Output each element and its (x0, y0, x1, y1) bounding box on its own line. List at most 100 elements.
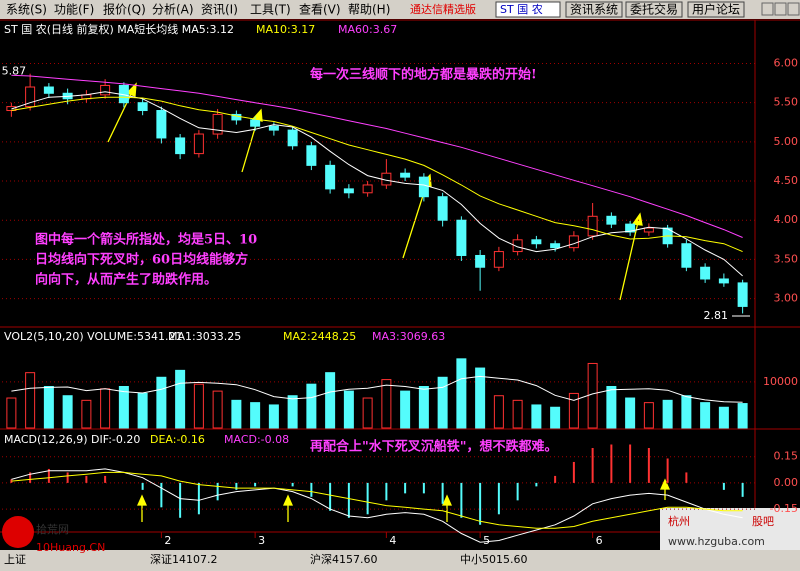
volume-bar (456, 358, 467, 429)
annotation: 图中每一个箭头所指处，均是5日、10 (35, 232, 257, 248)
toolbar-button[interactable] (625, 1, 683, 18)
volume-bar (737, 403, 748, 429)
volume-bar (625, 397, 636, 429)
high-label: 5.87 (2, 65, 27, 78)
candle-body (568, 235, 579, 249)
volume-bar (81, 399, 92, 429)
candle-body (718, 278, 729, 284)
volume-bar (418, 386, 429, 429)
volume-bar (343, 390, 354, 429)
candle-body (268, 125, 279, 131)
x-tick-label: 5 (483, 534, 490, 547)
y-tick-label: 4.00 (774, 213, 799, 226)
x-tick-label: 3 (258, 534, 265, 547)
watermark: 拾荒网 (36, 522, 69, 536)
legend-item: MA1:3033.25 (168, 330, 241, 343)
volume-bar (175, 369, 186, 429)
status-bar (0, 550, 800, 571)
volume-bar (700, 402, 711, 429)
menu-item[interactable]: 资讯(I) (201, 3, 238, 17)
volume-bar (531, 404, 542, 429)
candle-body (212, 113, 223, 135)
ma-line (11, 91, 743, 277)
close-button[interactable] (787, 2, 800, 16)
candle-body (343, 188, 354, 194)
menu-item[interactable]: 帮助(H) (348, 3, 390, 17)
candle-body (325, 164, 336, 190)
status-item: 深证14107.2 (150, 553, 218, 566)
low-label: 2.81 (704, 309, 729, 322)
toolbar-button[interactable] (565, 1, 623, 18)
toolbar-button-label: 用户论坛 (692, 2, 740, 17)
candle-body (250, 119, 261, 127)
legend-item: MA60:3.67 (338, 23, 397, 36)
volume-bar (550, 406, 561, 429)
volume-bar (643, 402, 654, 429)
logo (2, 516, 34, 548)
menu-item[interactable]: 工具(T) (250, 3, 291, 17)
stock-button[interactable] (495, 1, 561, 18)
volume-bar (362, 397, 373, 429)
volume-bar (25, 372, 36, 429)
legend-item: MA10:3.17 (256, 23, 315, 36)
annotation: 再配合上"水下死叉沉船铁"，想不跌都难。 (310, 439, 558, 455)
volume-bar (268, 404, 279, 429)
y-tick-label: 5.50 (774, 96, 799, 109)
stock-name: ST 国 农 (500, 2, 543, 16)
volume-bar (306, 383, 317, 429)
maximize-button[interactable] (774, 2, 787, 16)
candle-body (737, 282, 748, 307)
minimize-button[interactable] (761, 2, 774, 16)
candle-body (306, 145, 317, 166)
legend-item: MA3:3069.63 (372, 330, 445, 343)
candle-body (25, 86, 36, 108)
menu-item[interactable]: 报价(Q) (103, 2, 146, 17)
ma-line (11, 74, 743, 238)
menu-item[interactable]: 功能(F) (54, 3, 94, 17)
candle-body (625, 223, 636, 233)
volume-bar (437, 376, 448, 429)
candle-body (287, 129, 298, 147)
watermark: www.hzguba.com (668, 535, 765, 548)
toolbar-button[interactable] (687, 1, 745, 18)
menu-item[interactable]: 查看(V) (299, 3, 341, 17)
volume-ma (11, 375, 743, 403)
menu-item[interactable]: 系统(S) (6, 3, 47, 17)
volume-bar (118, 386, 129, 429)
candle-body (193, 133, 204, 155)
arrows (107, 82, 671, 522)
candle-body (512, 239, 523, 253)
candle-body (606, 215, 617, 225)
candle-body (700, 266, 711, 280)
dea-line (11, 471, 743, 529)
volume-bar (193, 383, 204, 429)
volume-bar (231, 399, 242, 429)
toolbar-button-label: 委托交易 (630, 2, 678, 17)
x-tick-label: 2 (164, 534, 171, 547)
y-tick-label: 4.50 (774, 174, 799, 187)
volume-bar (325, 372, 336, 429)
volume-bar (587, 362, 598, 429)
candle-body (550, 243, 561, 249)
volume-bar (400, 390, 411, 429)
y-tick-label: 3.00 (774, 292, 799, 305)
volume-bar (475, 367, 486, 429)
menu-item[interactable]: 分析(A) (152, 3, 194, 17)
volume-bar (250, 402, 261, 429)
volume-bar (681, 395, 692, 429)
volume-bar (156, 376, 167, 429)
annotation: 向向下，从而产生了助跌作用。 (35, 272, 217, 288)
watermark: 股吧 (752, 515, 774, 528)
volume-bar (381, 379, 392, 429)
status-item: 上证 (4, 553, 26, 566)
volume-bar (212, 390, 223, 429)
y-tick-label: 0.00 (774, 476, 799, 489)
status-item: 中小5015.60 (460, 553, 528, 566)
legend-item: MACD:-0.08 (224, 433, 289, 446)
candle-body (156, 110, 167, 139)
legend-item: VOL2(5,10,20) VOLUME:5341.21 (4, 330, 182, 343)
volume-bar (493, 395, 504, 429)
y-tick-label: -0.15 (770, 502, 798, 515)
